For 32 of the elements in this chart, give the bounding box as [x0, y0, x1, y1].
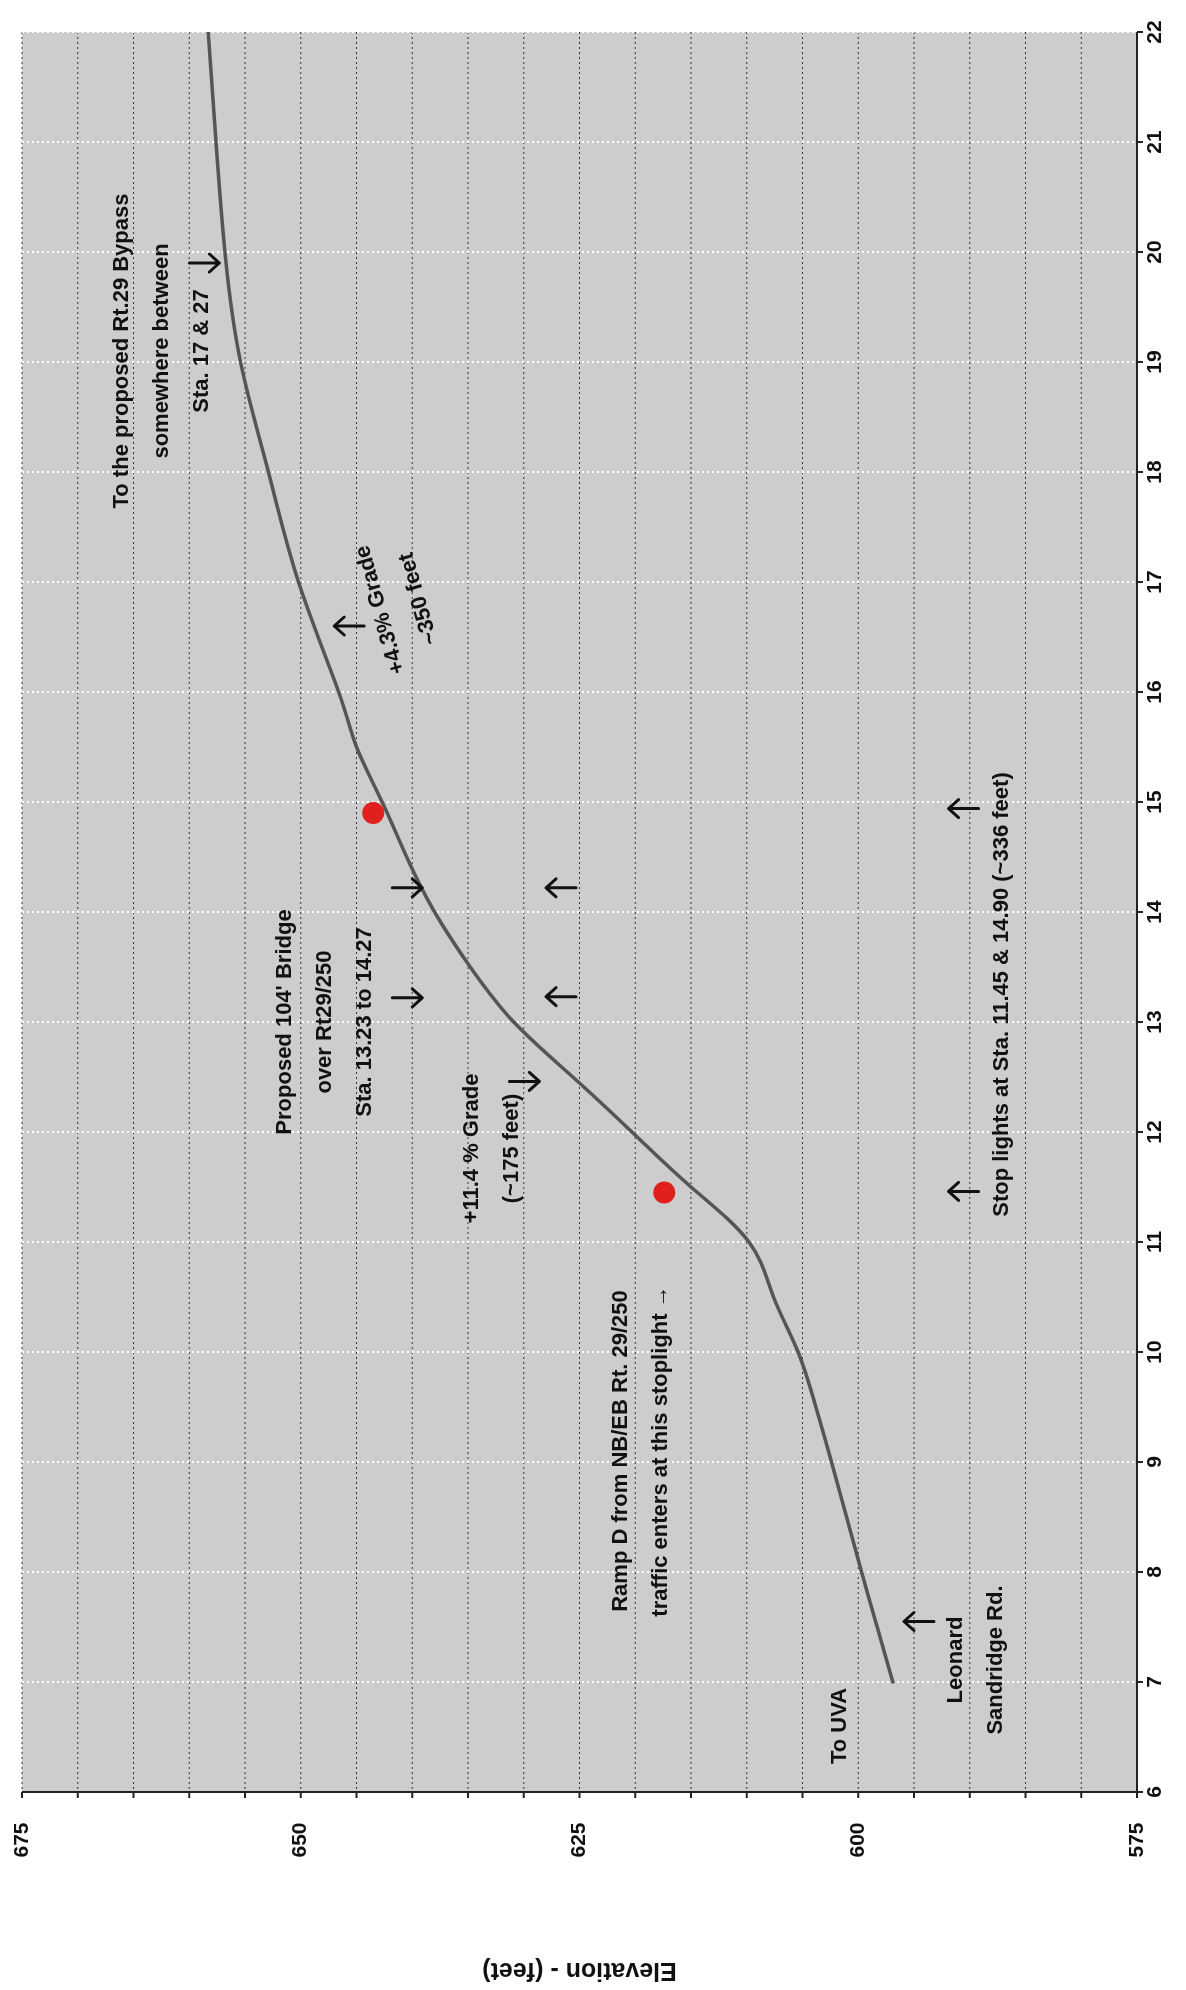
annotation: +11.4 % Grade (~175 feet): [458, 1073, 524, 1224]
annotation: To UVA: [826, 1687, 852, 1765]
annotation: +4.3% Grade ~350 feet: [348, 542, 443, 678]
y-tick-label: 18: [1141, 460, 1165, 484]
y-tick-label: 11: [1141, 1230, 1165, 1254]
y-tick-label: 21: [1141, 130, 1165, 154]
y-tick-label: 13: [1141, 1010, 1165, 1034]
x-axis-title: Elevation - (feet): [482, 1958, 677, 1986]
y-tick-label: 19: [1141, 350, 1165, 374]
y-tick-label: 17: [1141, 570, 1165, 594]
y-tick-label: 7: [1141, 1676, 1165, 1688]
annotation: Ramp D from NB/EB Rt. 29/250 traffic enters at this stoplight →: [606, 1285, 672, 1617]
y-tick-label: 10: [1141, 1340, 1165, 1364]
y-tick-label: 20: [1141, 240, 1165, 264]
y-tick-label: 15: [1141, 790, 1165, 814]
x-tick-label: 625: [566, 1822, 590, 1858]
x-tick-label: 650: [287, 1822, 311, 1858]
y-tick-label: 9: [1141, 1456, 1165, 1468]
x-tick-label: 575: [1123, 1822, 1147, 1858]
y-tick-label: 12: [1141, 1120, 1165, 1144]
y-tick-label: 8: [1141, 1565, 1165, 1578]
y-tick-label: 16: [1141, 680, 1165, 704]
x-tick-label: 675: [8, 1822, 32, 1858]
y-tick-label: 22: [1141, 20, 1165, 44]
line-series: [206, 32, 895, 1684]
annotation: To the proposed Rt.29 Bypass somewhere between Sta. 17 & 27: [108, 193, 214, 509]
annotation: Leonard Sandridge Rd.: [942, 1585, 1008, 1735]
x-tick-label: 600: [844, 1822, 868, 1858]
y-tick-label: 14: [1141, 900, 1165, 924]
annotation: Stop lights at Sta. 11.45 & 14.90 (~336 feet): [987, 772, 1013, 1217]
annotation: Proposed 104' Bridge over Rt29/250 Sta. 13.23 to 14.27: [271, 909, 377, 1135]
y-tick-label: 6: [1141, 1786, 1165, 1798]
